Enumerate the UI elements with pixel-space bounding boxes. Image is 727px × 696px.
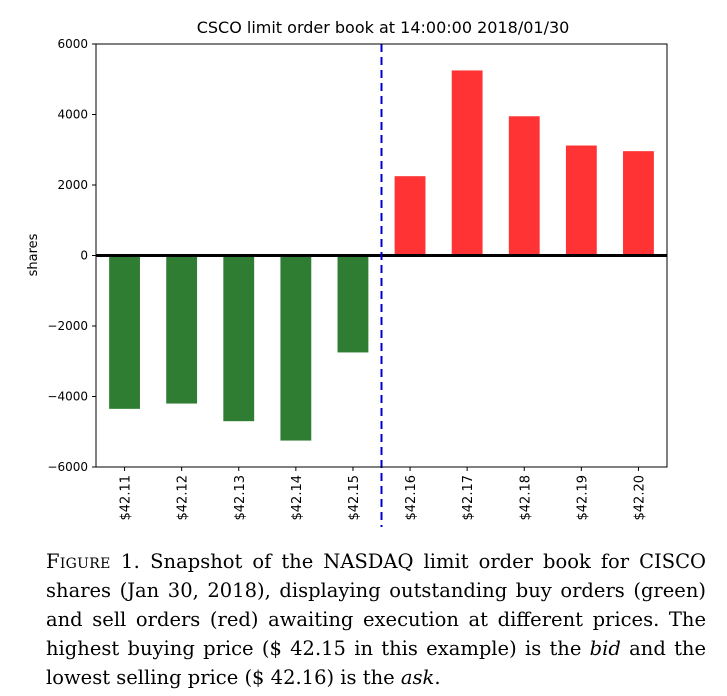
bar [565,145,597,256]
x-tick-label: $42.13 [233,475,248,521]
x-tick-label: $42.17 [461,475,476,521]
bar [223,255,255,422]
bar [508,116,540,256]
y-tick-label: 6000 [57,37,88,51]
y-tick-label: 2000 [57,178,88,192]
figure-caption: Figure 1. Snapshot of the NASDAQ limit o… [46,547,706,692]
bar [623,151,654,256]
x-tick-label: $42.11 [119,475,134,521]
caption-text-2: and the lowest selling price ($ 42.16) i… [46,637,707,689]
plot-area: −6000 −4000 −2000 0 2000 4000 6000 $42.11 $42.12… [47,37,668,527]
x-tick-label: $42.19 [575,475,590,521]
caption-text-1: Snapshot of the NASDAQ limit order book … [46,550,707,660]
chart-figure: CSCO limit order book at 14:00:00 2018/0… [26,18,668,527]
y-tick-label: −6000 [47,460,88,474]
y-tick-label: 4000 [57,108,88,122]
x-tick-label: $42.14 [290,475,305,521]
order-book-chart: CSCO limit order book at 14:00:00 2018/0… [26,18,668,527]
x-tick-label: $42.16 [404,475,419,521]
y-tick-label: −2000 [47,319,88,333]
caption-ask: ask [400,666,435,689]
bar [337,255,369,353]
y-axis-label: shares [26,233,41,276]
x-tick-label: $42.20 [632,475,647,521]
bar [394,176,426,256]
bar [109,255,140,409]
bar [451,70,483,256]
x-tick-label: $42.15 [347,475,362,521]
bar [166,255,198,404]
y-tick-label: −4000 [47,390,88,404]
caption-bid: bid [589,637,621,660]
x-tick-label: $42.12 [176,475,191,521]
caption-label: Figure 1. [46,550,141,573]
bar [280,255,312,441]
y-tick-label: 0 [80,249,88,263]
chart-title: CSCO limit order book at 14:00:00 2018/0… [197,18,570,37]
x-tick-label: $42.18 [518,475,533,521]
caption-text-3: . [434,666,441,689]
